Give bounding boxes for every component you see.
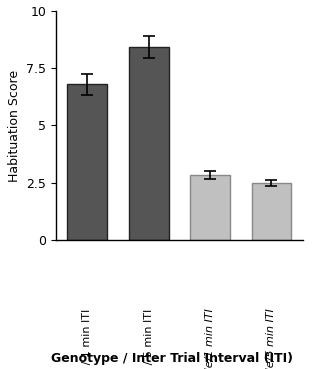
Text: Canton-S / 5 min ITI: Canton-S / 5 min ITI: [144, 308, 154, 369]
Bar: [190, 175, 230, 240]
Bar: [251, 183, 291, 240]
Bar: [67, 84, 107, 240]
Y-axis label: Habituation Score: Habituation Score: [8, 69, 21, 182]
Bar: [129, 46, 169, 240]
Text: fickle/1 min ITI: fickle/1 min ITI: [205, 308, 215, 369]
Text: Canton-S / 1 min ITI: Canton-S / 1 min ITI: [82, 308, 92, 369]
Text: Genotype / Inter Trial Interval (ITI): Genotype / Inter Trial Interval (ITI): [51, 352, 293, 365]
Text: fickle/5 min ITI: fickle/5 min ITI: [266, 308, 276, 369]
